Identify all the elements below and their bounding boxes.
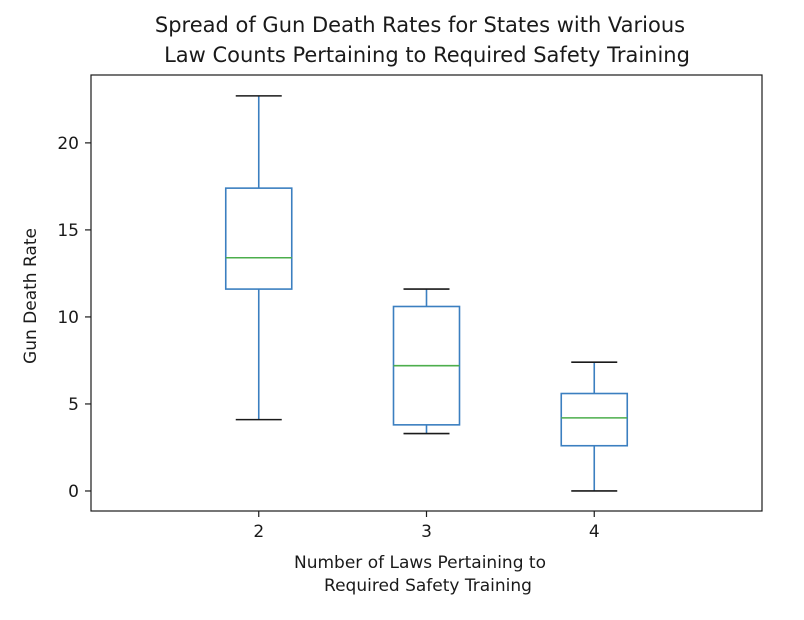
- x-axis-label-line-1: Number of Laws Pertaining to: [294, 553, 546, 573]
- y-tick-label-20: 20: [57, 134, 79, 154]
- y-tick-label-15: 15: [57, 221, 79, 241]
- chart-title-line-2: Law Counts Pertaining to Required Safety…: [164, 43, 690, 67]
- iqr-box-4: [560, 392, 629, 447]
- x-tick-label-4: 4: [589, 522, 600, 542]
- box-2: [224, 95, 293, 421]
- box-4: [560, 361, 629, 492]
- iqr-box-2: [224, 187, 293, 290]
- box-3: [392, 288, 461, 435]
- x-axis-label-line-2: Required Safety Training: [324, 576, 532, 596]
- y-axis-label: Gun Death Rate: [21, 228, 41, 364]
- x-tick-label-3: 3: [421, 522, 432, 542]
- y-tick-label-10: 10: [57, 308, 79, 328]
- chart-title-line-1: Spread of Gun Death Rates for States wit…: [155, 13, 685, 37]
- axes-ticks: 0 5 10 15 20 2 3 4: [57, 134, 599, 542]
- y-tick-label-0: 0: [68, 482, 79, 502]
- x-tick-label-2: 2: [253, 522, 264, 542]
- y-tick-label-5: 5: [68, 395, 79, 415]
- plot-area: [224, 95, 629, 492]
